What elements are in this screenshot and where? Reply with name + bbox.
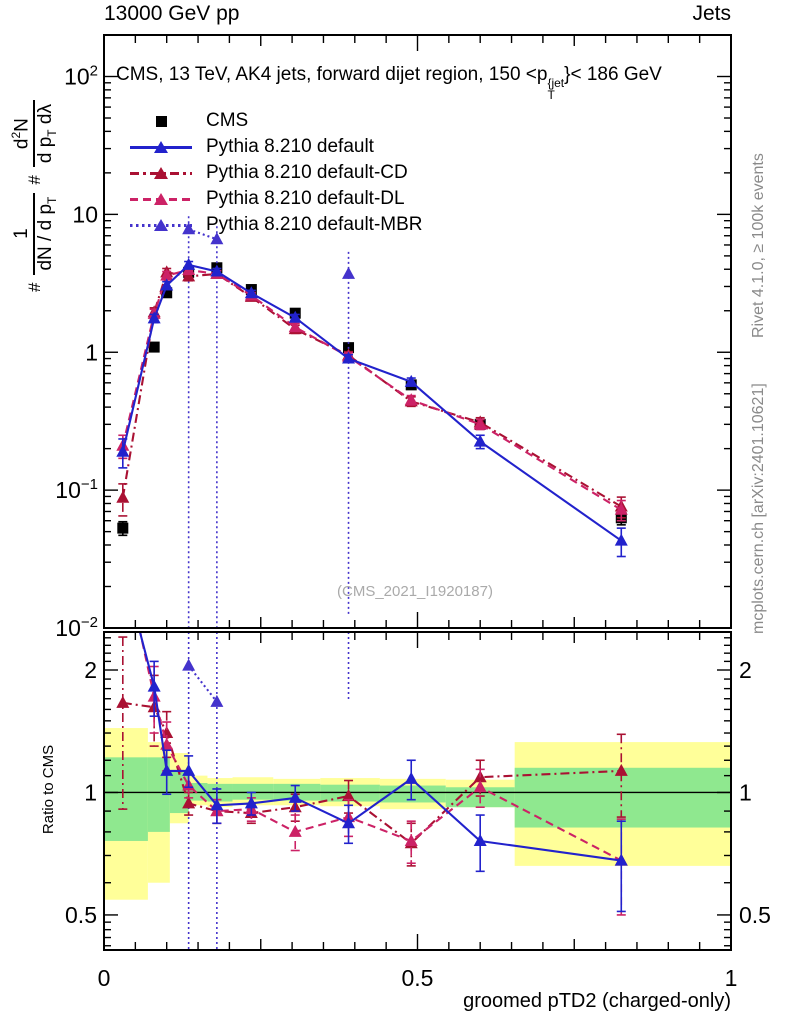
svg-text:2: 2 — [84, 657, 97, 683]
series-pythia-8-210-default-cd — [116, 265, 628, 519]
svg-text:1: 1 — [739, 779, 752, 805]
series-pythia-8-210-default-dl — [116, 262, 628, 522]
mcplots-arxiv-note: mcplots.cern.ch [arXiv:2401.10621] — [750, 383, 767, 634]
legend-label: Pythia 8.210 default-MBR — [206, 214, 423, 235]
ratio-axis-label: Ratio to CMS — [40, 744, 57, 835]
legend-item-pythia-8-210-default-cd: Pythia 8.210 default-CD — [130, 160, 423, 186]
legend-marker — [154, 193, 168, 205]
x-axis-label: groomed pTD2 (charged-only) — [463, 990, 731, 1012]
y-axis-label: # 1 dN / d pT # d2N d pT dλ — [9, 26, 60, 366]
legend-item-pythia-8-210-default: Pythia 8.210 default — [130, 134, 423, 160]
axis-tick-labels: 102 10 1 10−1 10−2 2 2 1 1 0.5 0.5 0 0.5 1 — [55, 63, 771, 991]
square-marker-icon — [130, 113, 192, 129]
plot-title: CMS, 13 TeV, AK4 jets, forward dijet reg… — [116, 64, 662, 101]
svg-text:0: 0 — [98, 965, 111, 991]
rivet-version-note: Rivet 4.1.0, ≥ 100k events — [750, 153, 767, 338]
triangle-marker-icon — [130, 217, 192, 233]
legend-item-pythia-8-210-default-dl: Pythia 8.210 default-DL — [130, 186, 423, 212]
legend-label: CMS — [206, 110, 249, 131]
series-pythia-8-210-default — [138, 632, 628, 913]
svg-text:10: 10 — [72, 201, 98, 227]
legend-marker — [154, 141, 168, 153]
legend-marker — [155, 115, 167, 127]
triangle-marker-icon — [130, 191, 192, 207]
uncertainty-bands — [104, 728, 731, 900]
legend: CMS Pythia 8.210 default Pythia 8.210 defa… — [130, 108, 423, 238]
series-pythia-8-210-default-mbr — [182, 216, 356, 628]
analysis-id-watermark: (CMS_2021_I1920187) — [337, 583, 493, 600]
beam-energy-label: 13000 GeV pp — [104, 2, 240, 25]
analysis-group-label: Jets — [692, 2, 731, 25]
legend-marker — [154, 219, 168, 231]
pt-jet-subsup: {jet T — [547, 76, 565, 102]
title-prefix: CMS, 13 TeV, AK4 jets, forward dijet reg… — [116, 64, 548, 85]
svg-text:2: 2 — [739, 657, 752, 683]
svg-text:0.5: 0.5 — [739, 902, 771, 928]
legend-item-cms: CMS — [130, 108, 423, 134]
legend-label: Pythia 8.210 default-CD — [206, 162, 408, 183]
fraction-d2n-dptdlambda: d2N d pT dλ — [9, 100, 60, 168]
svg-text:102: 102 — [64, 63, 98, 90]
hash-symbol: # — [24, 282, 44, 292]
svg-text:0.5: 0.5 — [65, 902, 97, 928]
triangle-marker-icon — [130, 165, 192, 181]
fraction-one-over-dndpt: 1 dN / d pT — [10, 192, 59, 275]
svg-text:1: 1 — [85, 339, 98, 365]
legend-marker — [154, 167, 168, 179]
series-pythia-8-210-default-mbr — [182, 632, 348, 950]
legend-item-pythia-8-210-default-mbr: Pythia 8.210 default-MBR — [130, 212, 423, 238]
axis-ticks — [103, 34, 732, 950]
svg-text:10−1: 10−1 — [55, 476, 98, 503]
svg-text:1: 1 — [84, 779, 97, 805]
legend-label: Pythia 8.210 default-DL — [206, 188, 405, 209]
series-pythia-8-210-default — [116, 257, 628, 558]
svg-text:10−2: 10−2 — [55, 614, 98, 641]
svg-text:0.5: 0.5 — [402, 965, 434, 991]
series-cms — [117, 262, 627, 537]
svg-text:1: 1 — [725, 965, 738, 991]
legend-label: Pythia 8.210 default — [206, 136, 374, 157]
triangle-marker-icon — [130, 139, 192, 155]
hash-symbol: # — [24, 175, 44, 185]
title-suffix: }< 186 GeV — [564, 64, 662, 85]
